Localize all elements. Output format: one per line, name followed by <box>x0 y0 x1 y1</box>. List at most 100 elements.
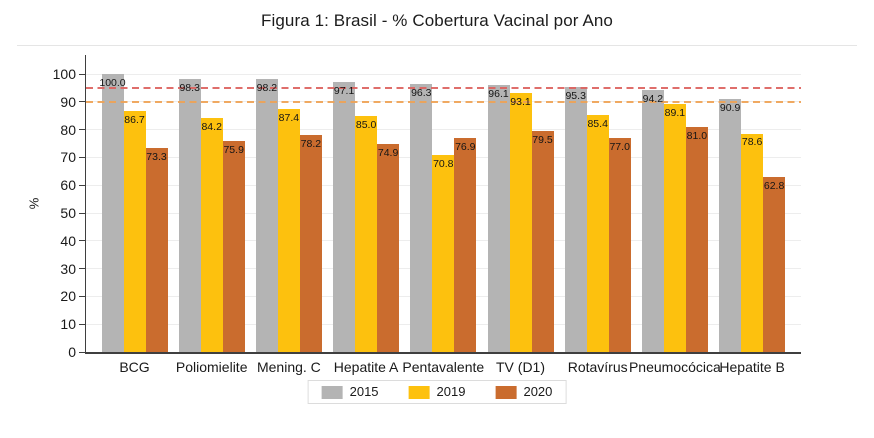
y-tick <box>79 73 86 75</box>
bar-value-label: 96.3 <box>411 87 432 100</box>
bar-2019-hepatite-b <box>741 133 764 352</box>
legend-swatch-2019 <box>408 385 430 399</box>
bar-value-label: 98.3 <box>179 81 200 94</box>
bar-value-label: 95.3 <box>565 90 586 103</box>
bar-value-label: 97.1 <box>333 85 355 98</box>
legend-swatch-2020 <box>495 385 517 399</box>
bar-2015-pneumoc-cica <box>641 90 664 352</box>
bar-2015-pentavalente <box>410 84 433 352</box>
bar-2019-poliomielite <box>200 117 223 352</box>
bar-2019-bcg <box>123 110 146 352</box>
y-tick-label: 10 <box>60 316 76 333</box>
y-tick-label: 0 <box>68 344 76 360</box>
bar-value-label: 98.2 <box>256 82 278 94</box>
bar-2019-tv-d1- <box>509 93 532 352</box>
y-tick-label: 40 <box>60 232 76 249</box>
bar-2015-rotav-rus <box>564 87 587 352</box>
y-gridline <box>86 129 801 131</box>
x-category-label: Hepatite B <box>719 359 785 375</box>
x-category-label: Hepatite A <box>333 359 399 375</box>
y-tick <box>79 101 86 103</box>
bar-2020-bcg <box>145 148 168 352</box>
x-category-label: Poliomielite <box>175 359 248 375</box>
bar-value-label: 78.6 <box>741 136 763 149</box>
bar-value-label: 87.4 <box>278 112 300 125</box>
bar-value-label: 81.0 <box>686 129 708 142</box>
y-tick <box>79 351 86 353</box>
legend-swatch-2015 <box>321 385 343 399</box>
bar-2020-mening-c <box>299 134 322 352</box>
bar-2015-bcg <box>101 74 124 352</box>
bar-value-label: 90.9 <box>719 102 741 115</box>
bar-value-label: 77.0 <box>609 140 630 153</box>
y-tick <box>79 184 86 186</box>
x-category-label: BCG <box>119 359 150 375</box>
bar-2020-pneumoc-cica <box>685 126 708 352</box>
bar-value-label: 85.4 <box>587 117 608 130</box>
y-tick-label: 30 <box>60 260 76 277</box>
legend-item-2020: 2020 <box>495 385 552 399</box>
y-gridline <box>86 73 801 75</box>
bar-value-label: 89.1 <box>664 107 686 120</box>
bar-value-label: 86.7 <box>124 113 145 126</box>
y-tick-label: 20 <box>60 288 76 305</box>
bar-2015-tv-d1- <box>487 84 510 352</box>
bar-value-label: 84.2 <box>201 120 222 133</box>
bar-value-label: 76.9 <box>455 141 476 154</box>
bar-value-label: 73.3 <box>146 151 167 164</box>
bar-2020-rotav-rus <box>608 137 631 352</box>
bar-value-label: 85.0 <box>355 118 377 131</box>
bar-2019-hepatite-a <box>355 115 378 352</box>
y-tick-label: 80 <box>60 121 76 138</box>
bar-value-label: 79.5 <box>532 133 553 146</box>
chart-title: Figura 1: Brasil - % Cobertura Vacinal p… <box>260 11 613 30</box>
y-tick-label: 70 <box>60 149 76 166</box>
bar-2020-tv-d1- <box>531 131 554 352</box>
y-tick-label: 90 <box>60 93 76 110</box>
y-tick-label: 100 <box>52 66 76 82</box>
reference-line-90 <box>86 100 801 103</box>
bar-2015-hepatite-b <box>719 99 742 352</box>
bar-value-label: 96.1 <box>488 87 509 100</box>
y-tick <box>79 212 86 214</box>
y-tick <box>79 129 86 131</box>
y-tick <box>79 323 86 325</box>
legend-label: 2015 <box>349 384 379 399</box>
reference-line-95 <box>86 86 801 89</box>
legend-label: 2020 <box>523 384 553 399</box>
bar-2020-hepatite-b <box>763 177 786 352</box>
legend: 2015 2019 2020 <box>307 380 567 404</box>
y-tick-label: 50 <box>60 205 76 221</box>
bar-2015-mening-c <box>255 79 278 352</box>
bar-value-label: 74.9 <box>377 146 399 159</box>
bar-value-label: 94.2 <box>642 93 664 106</box>
bar-value-label: 70.8 <box>433 158 454 171</box>
bar-2019-pentavalente <box>432 155 455 352</box>
x-category-label: TV (D1) <box>496 359 545 375</box>
y-tick <box>79 156 86 158</box>
legend-item-2019: 2019 <box>408 384 466 399</box>
bar-value-label: 75.9 <box>223 143 244 156</box>
bar-value-label: 78.2 <box>300 137 322 150</box>
x-category-label: Pentavalente <box>402 359 485 375</box>
bar-2019-rotav-rus <box>586 114 609 352</box>
bar-2020-poliomielite <box>222 141 245 352</box>
bar-2020-hepatite-a <box>377 143 400 352</box>
bar-2015-hepatite-a <box>333 82 356 352</box>
plot-area: 100.0 98.3 98.2 97.1 96.3 96.1 95.3 94.2 90.9 86.… <box>79 55 801 375</box>
legend-item-2015: 2015 <box>321 384 379 399</box>
y-tick-label: 60 <box>60 177 76 194</box>
y-tick <box>79 295 86 297</box>
bar-value-label: 62.8 <box>763 180 785 193</box>
x-category-label: Pneumocócica <box>628 359 721 375</box>
legend-label: 2019 <box>436 384 466 399</box>
y-tick <box>79 268 86 270</box>
bar-value-label: 93.1 <box>510 96 531 109</box>
title-divider <box>17 45 857 46</box>
bar-value-label: 100.0 <box>99 77 126 89</box>
x-category-label: Rotavírus <box>567 359 628 375</box>
x-category-label: Mening. C <box>256 359 321 375</box>
bar-2019-pneumoc-cica <box>663 104 686 352</box>
bar-2019-mening-c <box>277 109 300 352</box>
